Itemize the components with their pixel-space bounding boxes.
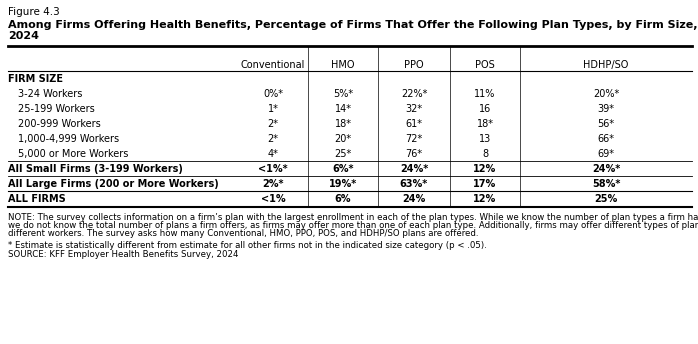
Text: 72*: 72* — [406, 134, 422, 144]
Text: 20*: 20* — [334, 134, 352, 144]
Text: 16: 16 — [479, 104, 491, 114]
Text: 22%*: 22%* — [401, 89, 427, 99]
Text: 17%: 17% — [473, 179, 496, 189]
Text: 58%*: 58%* — [592, 179, 621, 189]
Text: 12%: 12% — [473, 194, 496, 204]
Text: 18*: 18* — [477, 119, 493, 129]
Text: 4*: 4* — [267, 149, 279, 159]
Text: 200-999 Workers: 200-999 Workers — [18, 119, 101, 129]
Text: PPO: PPO — [404, 60, 424, 70]
Text: SOURCE: KFF Employer Health Benefits Survey, 2024: SOURCE: KFF Employer Health Benefits Sur… — [8, 250, 239, 259]
Text: 14*: 14* — [334, 104, 352, 114]
Text: 2*: 2* — [267, 119, 279, 129]
Text: 8: 8 — [482, 149, 488, 159]
Text: 2*: 2* — [267, 134, 279, 144]
Text: NOTE: The survey collects information on a firm’s plan with the largest enrollme: NOTE: The survey collects information on… — [8, 213, 698, 222]
Text: 2024: 2024 — [8, 31, 39, 41]
Text: 19%*: 19%* — [329, 179, 357, 189]
Text: 2%*: 2%* — [262, 179, 284, 189]
Text: 66*: 66* — [597, 134, 614, 144]
Text: 6%: 6% — [335, 194, 351, 204]
Text: 11%: 11% — [475, 89, 496, 99]
Text: 18*: 18* — [334, 119, 352, 129]
Text: 63%*: 63%* — [400, 179, 428, 189]
Text: HDHP/SO: HDHP/SO — [584, 60, 629, 70]
Text: 6%*: 6%* — [332, 164, 354, 174]
Text: 5,000 or More Workers: 5,000 or More Workers — [18, 149, 128, 159]
Text: different workers. The survey asks how many Conventional, HMO, PPO, POS, and HDH: different workers. The survey asks how m… — [8, 229, 479, 238]
Text: 5%*: 5%* — [333, 89, 353, 99]
Text: 13: 13 — [479, 134, 491, 144]
Text: 76*: 76* — [406, 149, 422, 159]
Text: All Large Firms (200 or More Workers): All Large Firms (200 or More Workers) — [8, 179, 218, 189]
Text: 32*: 32* — [406, 104, 422, 114]
Text: 69*: 69* — [597, 149, 614, 159]
Text: Figure 4.3: Figure 4.3 — [8, 7, 60, 17]
Text: 1,000-4,999 Workers: 1,000-4,999 Workers — [18, 134, 119, 144]
Text: 0%*: 0%* — [263, 89, 283, 99]
Text: FIRM SIZE: FIRM SIZE — [8, 74, 63, 84]
Text: 1*: 1* — [267, 104, 279, 114]
Text: * Estimate is statistically different from estimate for all other firms not in t: * Estimate is statistically different fr… — [8, 241, 487, 250]
Text: <1%*: <1%* — [258, 164, 288, 174]
Text: 24%*: 24%* — [592, 164, 620, 174]
Text: 61*: 61* — [406, 119, 422, 129]
Text: 12%: 12% — [473, 164, 496, 174]
Text: 25*: 25* — [334, 149, 352, 159]
Text: <1%: <1% — [260, 194, 285, 204]
Text: we do not know the total number of plans a firm offers, as firms may offer more : we do not know the total number of plans… — [8, 221, 698, 230]
Text: 25%: 25% — [595, 194, 618, 204]
Text: 24%*: 24%* — [400, 164, 428, 174]
Text: Conventional: Conventional — [241, 60, 305, 70]
Text: All Small Firms (3-199 Workers): All Small Firms (3-199 Workers) — [8, 164, 183, 174]
Text: 56*: 56* — [597, 119, 614, 129]
Text: HMO: HMO — [332, 60, 355, 70]
Text: Among Firms Offering Health Benefits, Percentage of Firms That Offer the Followi: Among Firms Offering Health Benefits, Pe… — [8, 20, 697, 30]
Text: ALL FIRMS: ALL FIRMS — [8, 194, 66, 204]
Text: 25-199 Workers: 25-199 Workers — [18, 104, 95, 114]
Text: 24%: 24% — [402, 194, 426, 204]
Text: 39*: 39* — [597, 104, 614, 114]
Text: 3-24 Workers: 3-24 Workers — [18, 89, 82, 99]
Text: 20%*: 20%* — [593, 89, 619, 99]
Text: POS: POS — [475, 60, 495, 70]
